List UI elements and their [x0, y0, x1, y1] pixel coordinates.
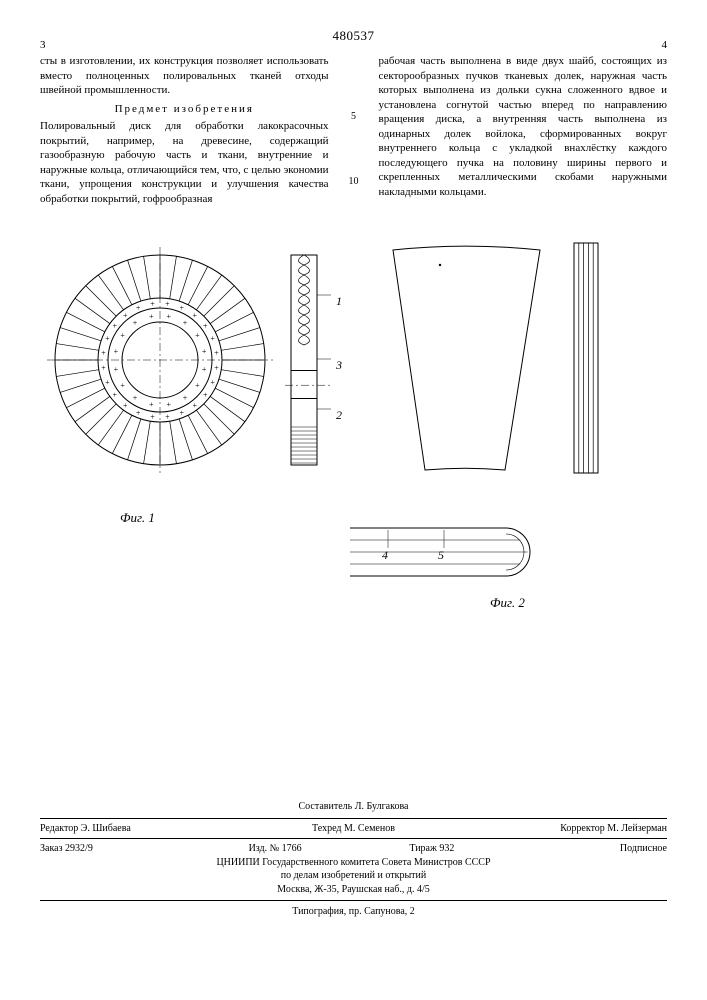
imprint-typo: Типография, пр. Сапунова, 2: [40, 905, 667, 919]
svg-text:+: +: [183, 394, 188, 403]
rule-1: [40, 818, 667, 819]
svg-text:+: +: [105, 334, 110, 343]
fig1-label: Фиг. 1: [120, 510, 155, 526]
imprint-sign: Подписное: [510, 843, 667, 854]
svg-text:+: +: [202, 347, 207, 356]
svg-text:+: +: [133, 394, 138, 403]
callout-1: 1: [336, 294, 342, 309]
svg-text:+: +: [136, 303, 141, 312]
svg-text:+: +: [180, 303, 185, 312]
svg-text:+: +: [192, 401, 197, 410]
imprint-izd: Изд. № 1766: [197, 843, 354, 854]
svg-text:+: +: [183, 319, 188, 328]
rule-2: [40, 838, 667, 839]
svg-text:+: +: [202, 365, 207, 374]
col-number-right: 4: [662, 38, 668, 53]
svg-text:+: +: [195, 331, 200, 340]
imprint-org2: по делам изобретений и открытий: [40, 869, 667, 883]
imprint-block: Составитель Л. Булгакова Редактор Э. Шиб…: [40, 800, 667, 919]
callout-2: 2: [336, 408, 342, 423]
rule-3: [40, 900, 667, 901]
para-l2: Полировальный диск для обработки лакокра…: [40, 119, 329, 206]
fig2-label: Фиг. 2: [490, 595, 525, 611]
svg-text:+: +: [113, 391, 118, 400]
svg-text:+: +: [120, 381, 125, 390]
svg-text:+: +: [150, 413, 155, 422]
svg-text:+: +: [167, 400, 172, 409]
svg-text:+: +: [113, 321, 118, 330]
imprint-tirazh: Тираж 932: [354, 843, 511, 854]
left-column: 3 сты в изготовлении, их конструкция поз…: [40, 54, 329, 210]
callout-4: 4: [382, 548, 388, 563]
figures-area: ++++++++++++++++++++++++++++++++++++++++…: [40, 230, 667, 670]
para-r1: рабочая часть выполнена в виде двух шайб…: [379, 54, 668, 199]
svg-text:+: +: [123, 401, 128, 410]
svg-text:+: +: [114, 365, 119, 374]
imprint-composer: Составитель Л. Булгакова: [40, 800, 667, 814]
svg-text:+: +: [192, 311, 197, 320]
imprint-corr: Корректор М. Лейзерман: [458, 823, 667, 834]
right-column: 4 рабочая часть выполнена в виде двух ша…: [379, 54, 668, 210]
figure-2-strips: [570, 235, 610, 485]
svg-text:+: +: [210, 378, 215, 387]
svg-text:+: +: [195, 381, 200, 390]
svg-text:+: +: [165, 413, 170, 422]
svg-text:+: +: [150, 300, 155, 309]
figure-1-sideview: [283, 230, 343, 490]
svg-text:+: +: [203, 321, 208, 330]
imprint-addr: Москва, Ж-35, Раушская наб., д. 4/5: [40, 883, 667, 897]
svg-text:+: +: [210, 334, 215, 343]
line-marker-5: 5: [347, 110, 361, 123]
svg-text:+: +: [214, 349, 219, 358]
callout-5: 5: [438, 548, 444, 563]
svg-text:+: +: [105, 378, 110, 387]
svg-text:+: +: [136, 409, 141, 418]
patent-number: 480537: [40, 28, 667, 44]
imprint-editor: Редактор Э. Шибаева: [40, 823, 249, 834]
svg-text:+: +: [120, 331, 125, 340]
svg-text:+: +: [214, 364, 219, 373]
col-number-left: 3: [40, 38, 46, 53]
para-l1: сты в изготовлении, их конструкция позво…: [40, 54, 329, 98]
figure-1-disc: ++++++++++++++++++++++++++++++++++++++++: [40, 230, 280, 490]
svg-text:+: +: [180, 409, 185, 418]
line-marker-10: 10: [347, 175, 361, 188]
svg-text:+: +: [167, 312, 172, 321]
callout-3: 3: [336, 358, 342, 373]
svg-text:+: +: [114, 347, 119, 356]
svg-text:+: +: [123, 311, 128, 320]
svg-text:+: +: [149, 312, 154, 321]
imprint-pub: Заказ 2932/9 Изд. № 1766 Тираж 932 Подпи…: [40, 843, 667, 854]
svg-text:+: +: [101, 349, 106, 358]
svg-text:+: +: [149, 400, 154, 409]
claims-heading: Предмет изобретения: [40, 102, 329, 117]
line-number-gutter: 5 10: [347, 54, 361, 210]
svg-text:+: +: [133, 319, 138, 328]
figure-2-sector: [385, 235, 555, 485]
svg-text:+: +: [165, 300, 170, 309]
imprint-credits: Редактор Э. Шибаева Техред М. Семенов Ко…: [40, 823, 667, 834]
imprint-org1: ЦНИИПИ Государственного комитета Совета …: [40, 856, 667, 870]
svg-text:+: +: [101, 364, 106, 373]
imprint-tech: Техред М. Семенов: [249, 823, 458, 834]
text-columns: 3 сты в изготовлении, их конструкция поз…: [40, 54, 667, 210]
svg-text:+: +: [203, 391, 208, 400]
imprint-order: Заказ 2932/9: [40, 843, 197, 854]
